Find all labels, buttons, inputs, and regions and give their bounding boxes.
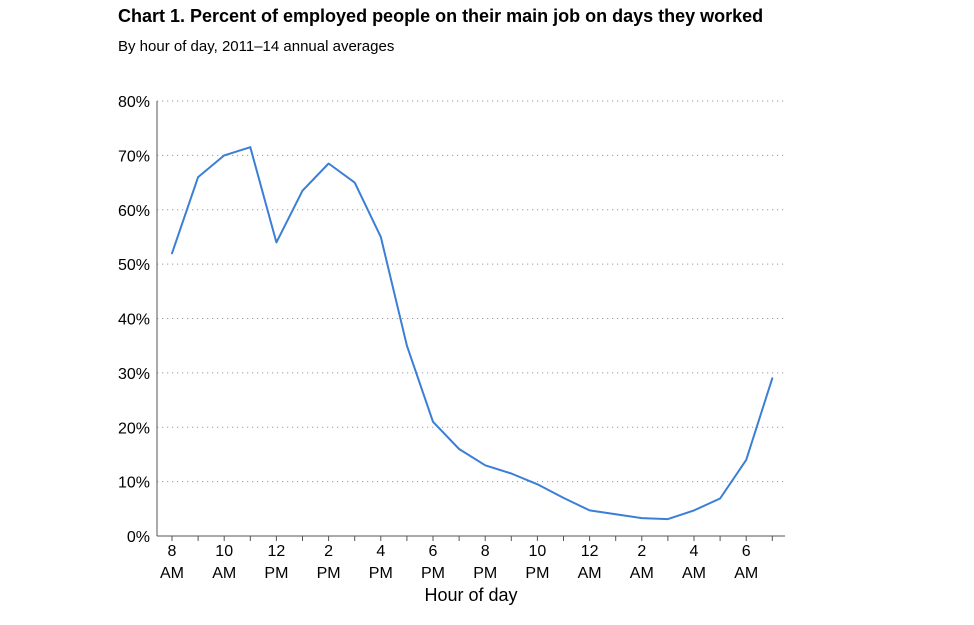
y-tick-label: 80%	[118, 94, 150, 111]
x-tick-label-hour: 12	[268, 543, 286, 560]
x-tick-label-hour: 2	[324, 543, 333, 560]
y-tick-label: 30%	[118, 366, 150, 383]
x-tick-label-period: AM	[682, 565, 706, 582]
chart-subtitle: By hour of day, 2011–14 annual averages	[118, 38, 395, 55]
x-tick-label-hour: 8	[481, 543, 490, 560]
x-tick-label-hour: 10	[215, 543, 233, 560]
series-layer	[171, 146, 774, 521]
x-tick-label-period: AM	[578, 565, 602, 582]
y-tick-label: 0%	[127, 529, 150, 546]
x-tick-label-hour: 6	[429, 543, 438, 560]
y-tick-label: 40%	[118, 312, 150, 329]
x-tick-label-hour: 4	[376, 543, 385, 560]
gridlines	[157, 100, 785, 483]
x-tick-label-period: PM	[317, 565, 341, 582]
x-tick-label-period: AM	[630, 565, 654, 582]
x-tick-label-hour: 12	[581, 543, 599, 560]
y-tick-label: 10%	[118, 475, 150, 492]
x-tick-label-hour: 8	[168, 543, 177, 560]
x-tick-labels: 8 AM 10 AM 12 PM 2 PM 4 PM 6 PM 8 PM 10 PM 12 AM 2 AM 4 AM 6 AM	[160, 543, 758, 582]
x-tick-label-period: PM	[421, 565, 445, 582]
x-tick-label-period: AM	[212, 565, 236, 582]
y-tick-label: 50%	[118, 257, 150, 274]
x-axis-title: Hour of day	[424, 585, 517, 605]
y-tick-label: 60%	[118, 203, 150, 220]
chart-title: Chart 1. Percent of employed people on t…	[118, 6, 764, 26]
x-tick-label-period: PM	[264, 565, 288, 582]
y-tick-labels: 0% 10% 20% 30% 40% 50% 60% 70% 80%	[118, 94, 150, 546]
x-tick-label-hour: 4	[690, 543, 699, 560]
axes	[156, 101, 785, 541]
x-tick-label-period: AM	[160, 565, 184, 582]
y-tick-label: 70%	[118, 148, 150, 165]
y-tick-label: 20%	[118, 420, 150, 437]
x-tick-label-hour: 2	[637, 543, 646, 560]
x-tick-label-period: PM	[525, 565, 549, 582]
series-line	[171, 146, 774, 521]
x-tick-label-period: AM	[734, 565, 758, 582]
x-tick-label-period: PM	[473, 565, 497, 582]
x-tick-label-hour: 6	[742, 543, 751, 560]
x-tick-label-hour: 10	[529, 543, 547, 560]
x-tick-label-period: PM	[369, 565, 393, 582]
